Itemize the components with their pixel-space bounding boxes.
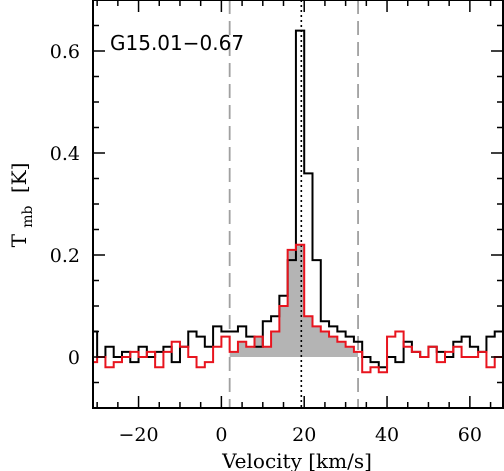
y-axis-title-main: T xyxy=(7,233,31,247)
y-tick-label: 0.4 xyxy=(50,143,80,165)
x-tick-label: −20 xyxy=(119,424,159,446)
y-axis-title: T mb [K] xyxy=(7,163,37,248)
x-tick-label: 0 xyxy=(215,424,227,446)
y-tick-label: 0 xyxy=(68,347,80,369)
plot-area xyxy=(93,0,503,408)
x-axis-title: Velocity [km/s] xyxy=(221,449,372,471)
y-tick-label: 0.6 xyxy=(50,41,80,63)
x-tick-label: 60 xyxy=(458,424,482,446)
axes: −20 0 20 40 60 0 0.2 0.4 0.6 xyxy=(50,0,504,446)
y-axis-title-unit: [K] xyxy=(7,163,31,194)
series-line-2 xyxy=(93,243,503,374)
y-tick-label: 0.2 xyxy=(50,245,80,267)
y-axis-title-sub: mb xyxy=(20,205,36,227)
x-tick-label: 40 xyxy=(375,424,399,446)
shaded-area xyxy=(229,244,359,357)
source-annotation: G15.01−0.67 xyxy=(110,31,244,55)
x-tick-label: 20 xyxy=(292,424,316,446)
